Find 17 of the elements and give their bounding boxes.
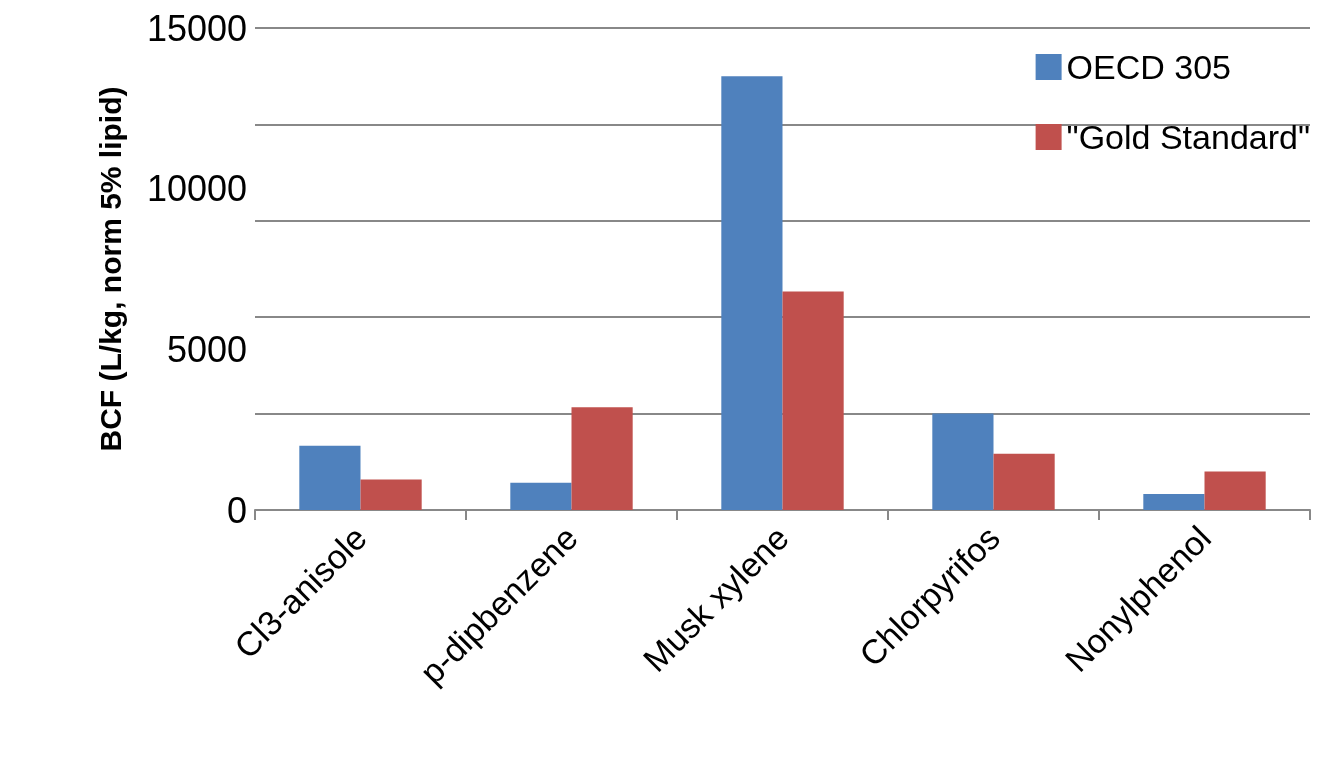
legend-label: "Gold Standard" xyxy=(1066,118,1311,156)
y-tick-label: 0 xyxy=(226,489,247,531)
bar xyxy=(993,453,1055,510)
legend-label: OECD 305 xyxy=(1066,48,1232,86)
bar xyxy=(1143,493,1205,510)
y-tick-label: 5000 xyxy=(166,328,247,370)
bar xyxy=(571,407,633,510)
bar xyxy=(510,482,572,510)
bar xyxy=(932,413,994,510)
bar xyxy=(360,479,422,510)
y-axis-title: BCF (L/kg, norm 5% lipid) xyxy=(93,86,127,452)
y-tick-label: 15000 xyxy=(146,7,247,49)
bar xyxy=(1204,471,1266,510)
bar xyxy=(782,291,844,510)
bar xyxy=(721,76,783,510)
y-tick-label: 10000 xyxy=(146,168,247,210)
bar xyxy=(299,445,361,510)
